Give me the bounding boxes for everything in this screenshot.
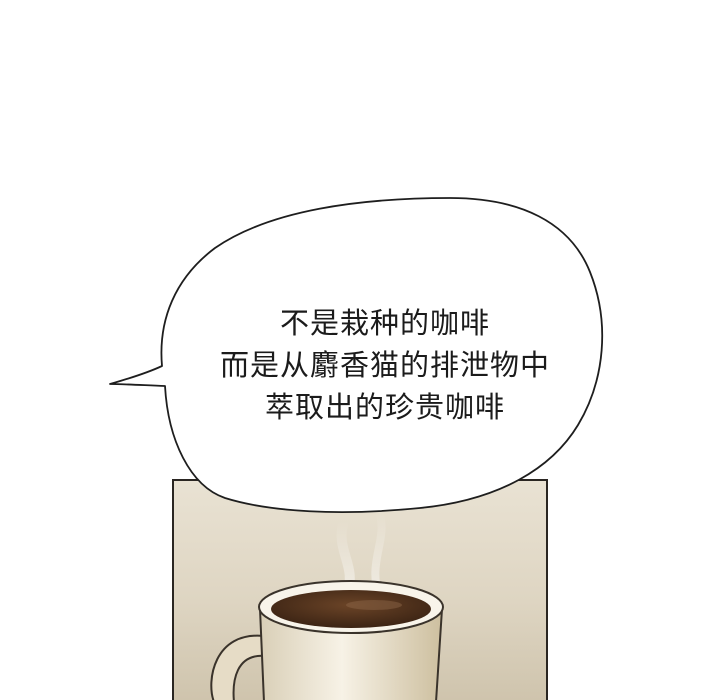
coffee-cup-illustration xyxy=(210,509,444,700)
cup-handle xyxy=(210,634,268,700)
speech-bubble-outline xyxy=(109,197,604,513)
speech-line: 不是栽种的咖啡 xyxy=(279,306,490,340)
speech-bubble-text: 不是栽种的咖啡 而是从麝香猫的排泄物中 萃取出的珍贵咖啡 xyxy=(180,302,590,428)
comic-panel xyxy=(172,479,548,700)
coffee-highlight xyxy=(346,600,402,610)
speech-line: 萃取出的珍贵咖啡 xyxy=(264,390,505,424)
coffee-surface xyxy=(271,590,431,628)
speech-line: 而是从麝香猫的排泄物中 xyxy=(219,348,550,382)
